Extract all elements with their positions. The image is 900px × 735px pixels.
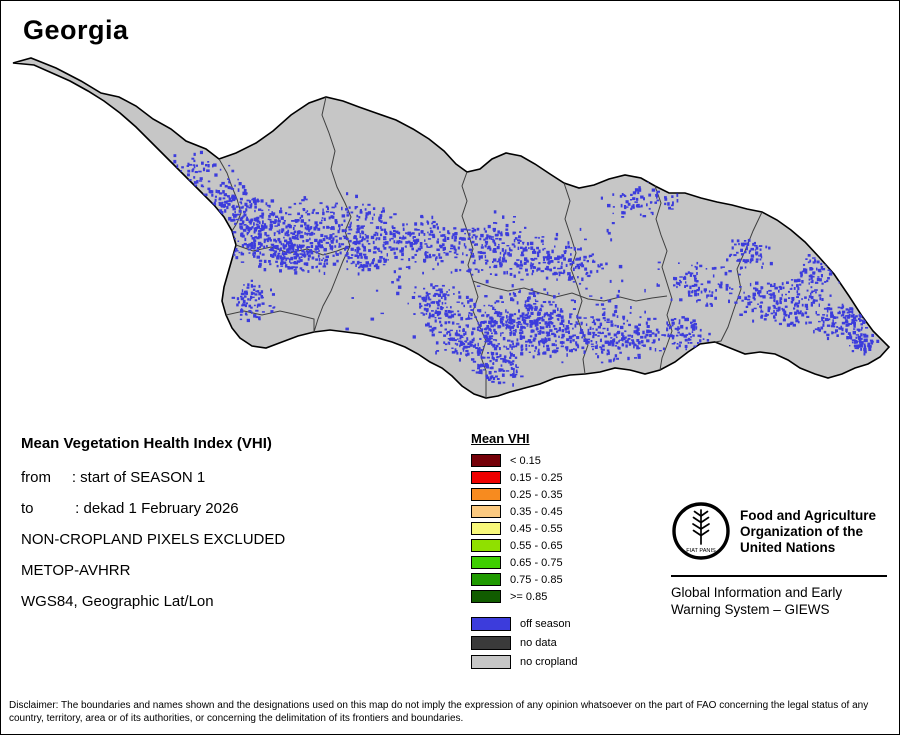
- fao-org-name: Food and Agriculture Organization of the…: [740, 508, 876, 555]
- legend-item: 0.55 - 0.65: [471, 539, 578, 552]
- legend-item: 0.75 - 0.85: [471, 573, 578, 586]
- legend-swatch: [471, 556, 501, 569]
- info-line: NON-CROPLAND PIXELS EXCLUDED: [21, 531, 286, 548]
- georgia-map-svg: [12, 57, 891, 399]
- georgia-country-shape: [12, 57, 891, 399]
- map-canvas: [1, 1, 899, 421]
- legend-label: 0.35 - 0.45: [510, 505, 563, 518]
- info-lines: from : start of SEASON 1 to : dekad 1 Fe…: [21, 469, 285, 610]
- legend-swatch: [471, 590, 501, 603]
- legend-item: >= 0.85: [471, 590, 578, 603]
- legend-extra-list: off season no data no cropland: [471, 617, 578, 669]
- legend-swatch: [471, 454, 501, 467]
- map-info-block: Mean Vegetation Health Index (VHI) from …: [21, 435, 285, 624]
- fao-divider: [671, 575, 887, 577]
- legend-item: < 0.15: [471, 454, 578, 467]
- giews-label: Global Information and Early Warning Sys…: [671, 585, 843, 617]
- fao-logo-icon: FIAT PANIS: [672, 502, 730, 560]
- legend-item: no cropland: [471, 655, 578, 669]
- legend-item: 0.15 - 0.25: [471, 471, 578, 484]
- legend-label: 0.65 - 0.75: [510, 556, 563, 569]
- legend-item: no data: [471, 636, 578, 650]
- legend-swatch: [471, 655, 511, 669]
- info-line: WGS84, Geographic Lat/Lon: [21, 593, 214, 610]
- legend-swatch: [471, 539, 501, 552]
- legend-swatch: [471, 488, 501, 501]
- fao-block: FIAT PANIS Food and Agriculture Organiza…: [671, 501, 887, 618]
- legend-item: 0.25 - 0.35: [471, 488, 578, 501]
- legend-label: 0.25 - 0.35: [510, 488, 563, 501]
- legend-label: >= 0.85: [510, 590, 548, 603]
- fao-header: FIAT PANIS Food and Agriculture Organiza…: [671, 501, 887, 561]
- legend-item: 0.65 - 0.75: [471, 556, 578, 569]
- info-line: METOP-AVHRR: [21, 562, 131, 579]
- legend-label: off season: [520, 618, 571, 630]
- info-line: from : start of SEASON 1: [21, 469, 206, 486]
- legend-item: 0.35 - 0.45: [471, 505, 578, 518]
- info-heading: Mean Vegetation Health Index (VHI): [21, 435, 272, 452]
- legend-item: 0.45 - 0.55: [471, 522, 578, 535]
- vhi-legend: Mean VHI < 0.15 0.15 - 0.25 0.25 - 0.35: [471, 431, 578, 674]
- legend-label: 0.45 - 0.55: [510, 522, 563, 535]
- legend-swatch: [471, 471, 501, 484]
- legend-title: Mean VHI: [471, 431, 530, 446]
- legend-label: 0.55 - 0.65: [510, 539, 563, 552]
- info-line: to : dekad 1 February 2026: [21, 500, 239, 517]
- legend-swatch: [471, 573, 501, 586]
- legend-label: < 0.15: [510, 454, 541, 467]
- page-title: Georgia: [23, 15, 129, 45]
- fao-motto: FIAT PANIS: [686, 548, 716, 554]
- legend-swatch: [471, 636, 511, 650]
- wheat-ear-icon: [692, 509, 710, 545]
- legend-class-list: < 0.15 0.15 - 0.25 0.25 - 0.35 0.35 - 0.…: [471, 454, 578, 603]
- legend-item: off season: [471, 617, 578, 631]
- legend-label: no data: [520, 637, 557, 649]
- legend-swatch: [471, 522, 501, 535]
- legend-swatch: [471, 505, 501, 518]
- region-boundaries: [218, 96, 763, 398]
- legend-label: 0.75 - 0.85: [510, 573, 563, 586]
- disclaimer-text: Disclaimer: The boundaries and names sho…: [9, 700, 869, 724]
- legend-label: no cropland: [520, 656, 578, 668]
- legend-label: 0.15 - 0.25: [510, 471, 563, 484]
- off-season-pixels: [164, 150, 880, 387]
- legend-swatch: [471, 617, 511, 631]
